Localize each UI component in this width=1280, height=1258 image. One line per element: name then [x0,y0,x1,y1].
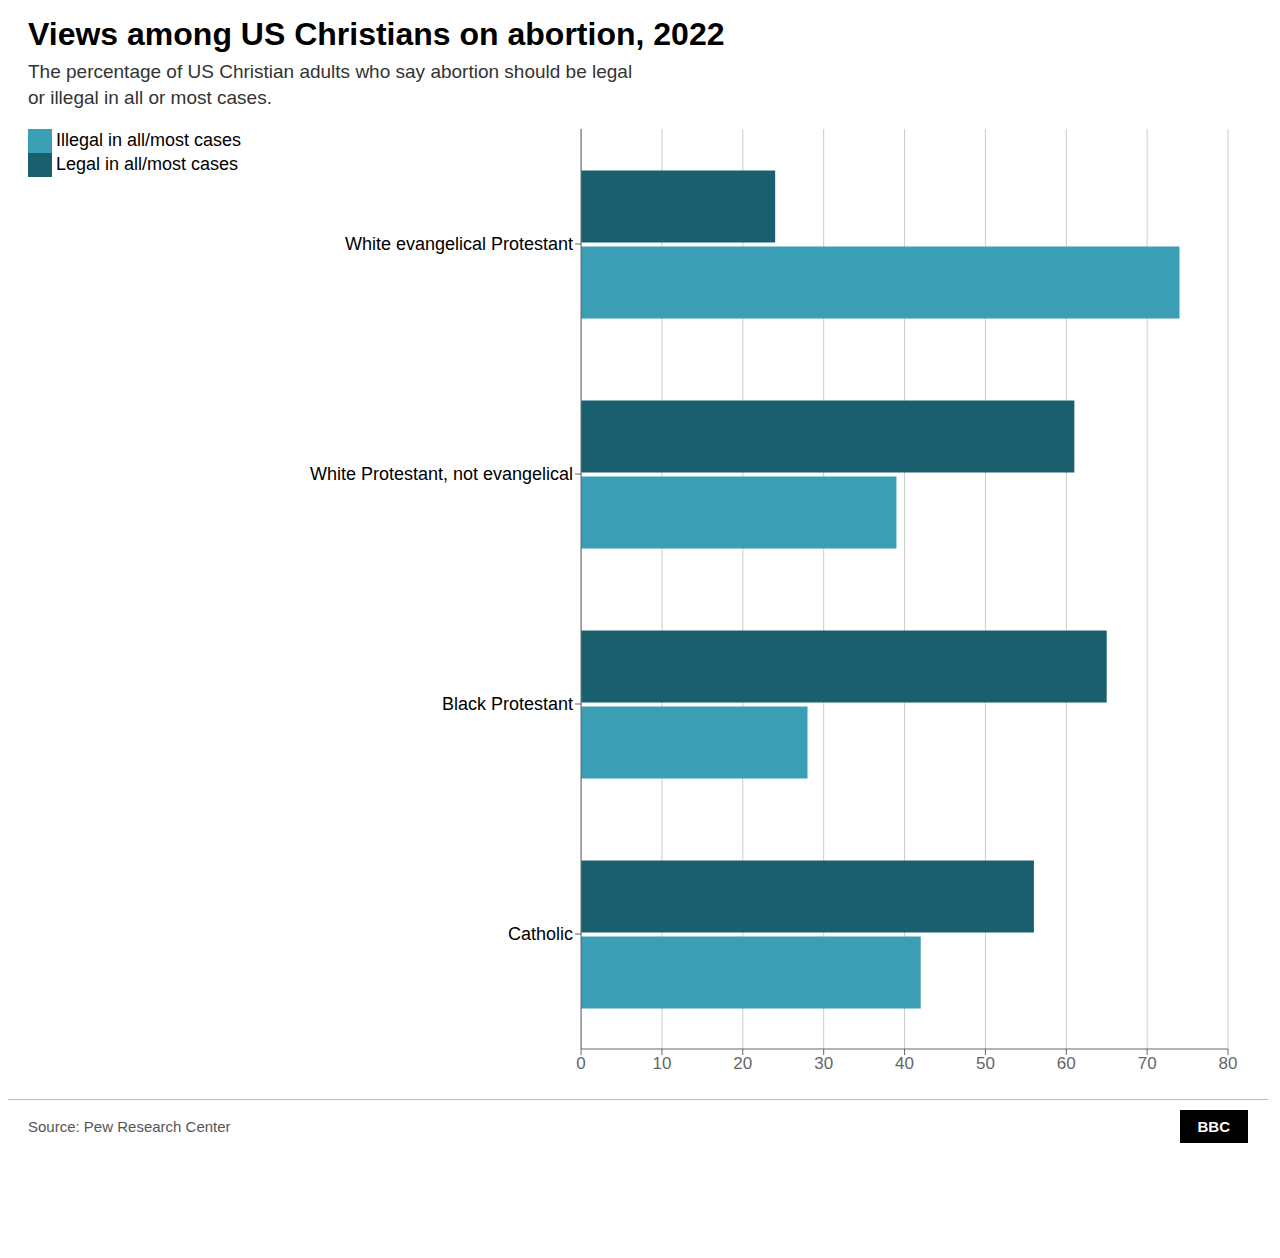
svg-text:White Protestant, not evangeli: White Protestant, not evangelical [310,464,573,484]
html-text:The percentage of US Christian: The percentage of US Christian adults wh… [28,61,633,82]
svg-text:40: 40 [895,1054,914,1073]
svg-text:50: 50 [976,1054,995,1073]
svg-text:60: 60 [1057,1054,1076,1073]
svg-text:Catholic: Catholic [508,924,573,944]
html-text:or illegal in all or most case: or illegal in all or most cases. [28,87,272,108]
svg-text:10: 10 [652,1054,671,1073]
html-text:Illegal in all/most cases: Illegal in all/most cases [56,129,242,150]
html-text:Source: Pew Research Center: Source: Pew Research Center [28,1118,231,1135]
svg-text:80: 80 [1219,1054,1238,1073]
svg-text:70: 70 [1138,1054,1157,1073]
svg-text:White evangelical Protestant: White evangelical Protestant [345,234,573,254]
html-text:BBC: BBC [1197,1118,1230,1135]
svg-text:0: 0 [576,1054,585,1073]
svg-text:30: 30 [814,1054,833,1073]
svg-text:Black Protestant: Black Protestant [442,694,573,714]
html-text:Legal in all/most cases: Legal in all/most cases [56,153,239,174]
svg-text:20: 20 [733,1054,752,1073]
html-text:Views among US Christians on a: Views among US Christians on abortion, 2… [28,16,725,52]
